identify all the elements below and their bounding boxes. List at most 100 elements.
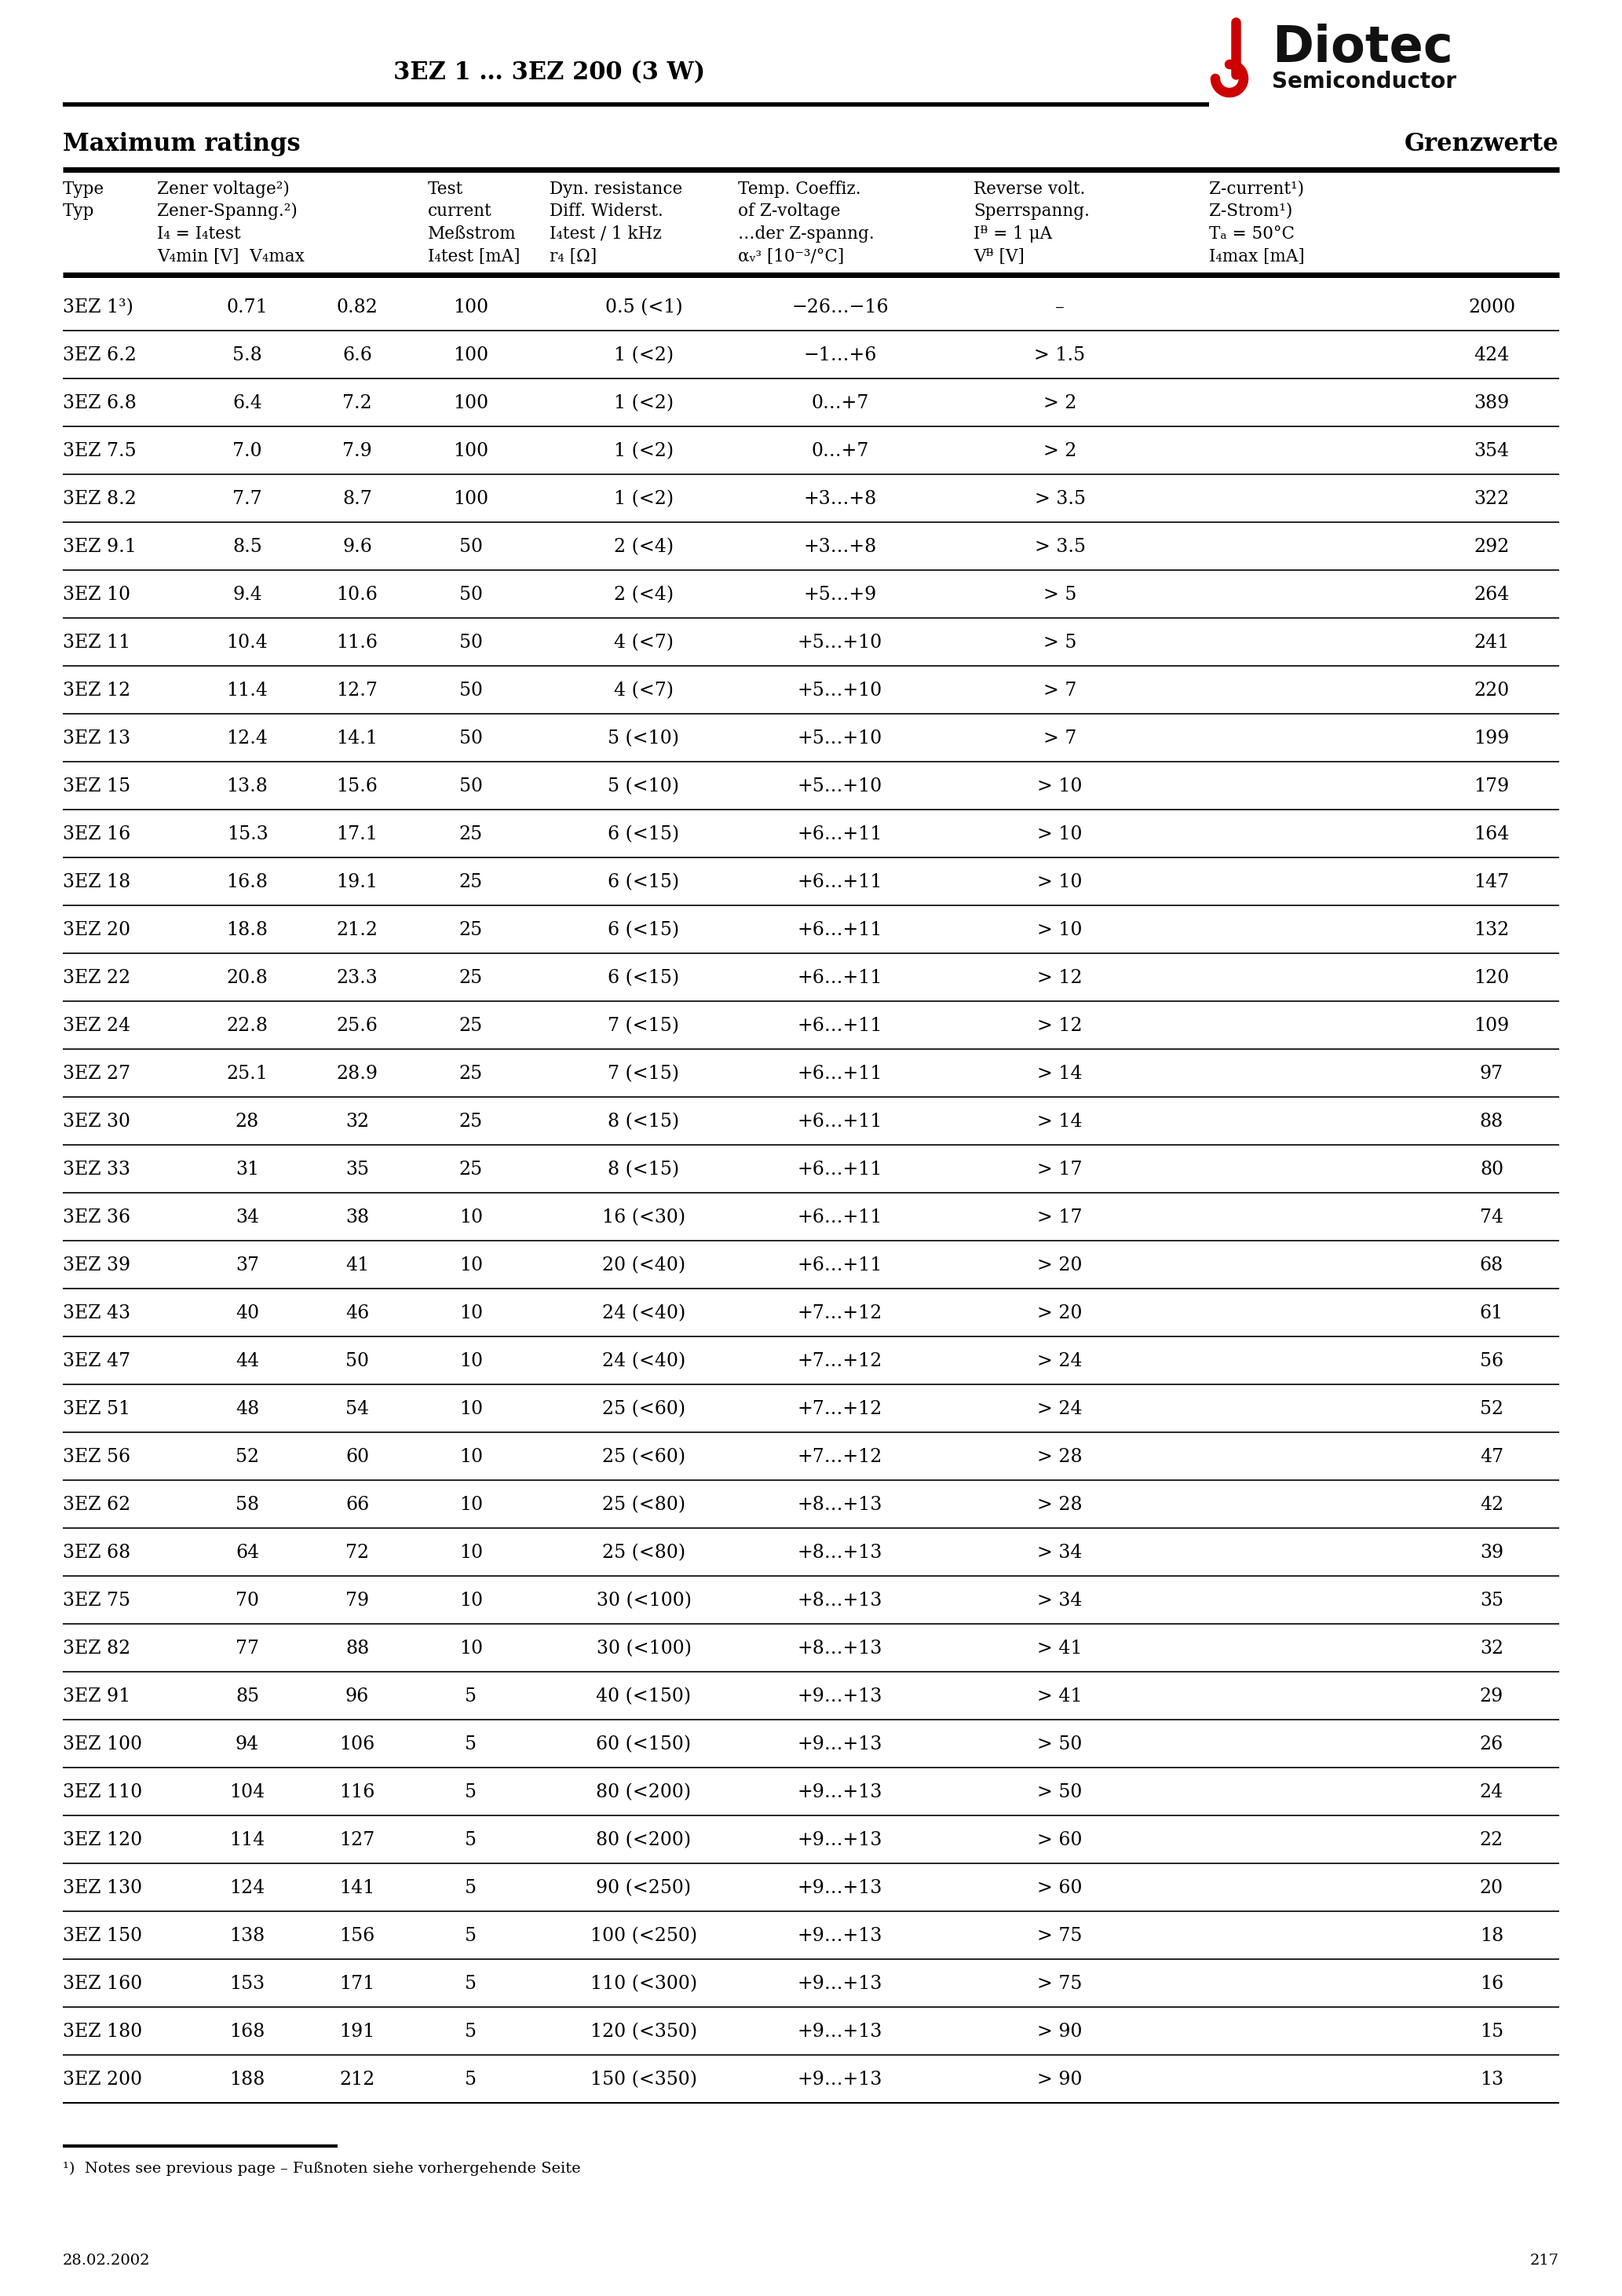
Text: 37: 37 (235, 1256, 260, 1274)
Text: 9.6: 9.6 (342, 537, 371, 556)
Text: 100: 100 (453, 443, 488, 459)
Text: 150 (<350): 150 (<350) (590, 2071, 697, 2089)
Text: 50: 50 (459, 585, 483, 604)
Text: 72: 72 (345, 1543, 370, 1561)
Text: 0.71: 0.71 (227, 298, 268, 317)
Text: 25: 25 (459, 824, 483, 843)
Text: 24 (<40): 24 (<40) (602, 1304, 686, 1322)
Text: 25: 25 (459, 921, 483, 939)
Text: > 17: > 17 (1038, 1159, 1082, 1178)
Text: +7…+12: +7…+12 (798, 1352, 882, 1371)
Text: 22.8: 22.8 (227, 1017, 268, 1035)
Text: > 2: > 2 (1043, 395, 1077, 413)
Text: 50: 50 (459, 634, 483, 652)
Text: 153: 153 (230, 1975, 264, 1993)
Text: 156: 156 (339, 1926, 375, 1945)
Text: Typ: Typ (63, 202, 94, 220)
Text: 3EZ 75: 3EZ 75 (63, 1591, 130, 1609)
Text: 54: 54 (345, 1401, 370, 1419)
Text: Temp. Coeffiz.: Temp. Coeffiz. (738, 181, 861, 197)
Text: 15.6: 15.6 (336, 778, 378, 794)
Text: 424: 424 (1474, 347, 1510, 365)
Text: +9…+13: +9…+13 (798, 1878, 882, 1896)
Text: > 28: > 28 (1036, 1449, 1082, 1467)
Text: 50: 50 (459, 682, 483, 700)
Text: 110 (<300): 110 (<300) (590, 1975, 697, 1993)
Text: 141: 141 (339, 1878, 375, 1896)
Text: 3EZ 1³): 3EZ 1³) (63, 298, 133, 317)
Text: 10: 10 (459, 1304, 483, 1322)
Text: 3EZ 150: 3EZ 150 (63, 1926, 143, 1945)
Text: 80 (<200): 80 (<200) (597, 1784, 691, 1802)
Text: 3EZ 6.8: 3EZ 6.8 (63, 395, 136, 413)
Text: 5: 5 (466, 1736, 477, 1754)
Text: 138: 138 (230, 1926, 264, 1945)
Text: +9…+13: +9…+13 (798, 1926, 882, 1945)
Text: 3EZ 30: 3EZ 30 (63, 1114, 130, 1130)
Text: 3EZ 62: 3EZ 62 (63, 1497, 130, 1513)
Text: 4 (<7): 4 (<7) (615, 682, 673, 700)
Text: 25.6: 25.6 (336, 1017, 378, 1035)
Text: > 20: > 20 (1038, 1304, 1082, 1322)
Text: > 34: > 34 (1038, 1543, 1082, 1561)
Text: 114: 114 (229, 1832, 264, 1848)
Text: 0…+7: 0…+7 (811, 395, 869, 413)
Text: Iᴯ = 1 μA: Iᴯ = 1 μA (973, 225, 1053, 243)
Text: 3EZ 51: 3EZ 51 (63, 1401, 130, 1419)
Text: 11.6: 11.6 (336, 634, 378, 652)
Text: 58: 58 (235, 1497, 260, 1513)
Text: 30 (<100): 30 (<100) (597, 1639, 691, 1658)
Text: 10.4: 10.4 (227, 634, 268, 652)
Text: r₄ [Ω]: r₄ [Ω] (550, 248, 597, 266)
Text: 1 (<2): 1 (<2) (613, 395, 673, 413)
Text: 25: 25 (459, 1159, 483, 1178)
Text: +8…+13: +8…+13 (798, 1639, 882, 1658)
Text: 120 (<350): 120 (<350) (590, 2023, 697, 2041)
Text: > 10: > 10 (1038, 824, 1082, 843)
Text: > 17: > 17 (1038, 1208, 1082, 1226)
Text: 3EZ 27: 3EZ 27 (63, 1065, 130, 1084)
Text: 9.4: 9.4 (232, 585, 263, 604)
Text: 12.4: 12.4 (227, 730, 268, 748)
Text: 3EZ 56: 3EZ 56 (63, 1449, 130, 1467)
Text: 10: 10 (459, 1449, 483, 1467)
Text: +6…+11: +6…+11 (798, 824, 882, 843)
Text: +5…+10: +5…+10 (798, 682, 882, 700)
Text: 3EZ 43: 3EZ 43 (63, 1304, 130, 1322)
Text: > 7: > 7 (1043, 730, 1077, 748)
Text: 7 (<15): 7 (<15) (608, 1017, 680, 1035)
Text: +9…+13: +9…+13 (798, 1784, 882, 1802)
Text: 120: 120 (1474, 969, 1510, 987)
Text: I₄max [mA]: I₄max [mA] (1208, 248, 1304, 266)
Text: 40: 40 (235, 1304, 260, 1322)
Text: 6 (<15): 6 (<15) (608, 872, 680, 891)
Text: 39: 39 (1479, 1543, 1504, 1561)
Text: 220: 220 (1474, 682, 1510, 700)
Text: 0.5 (<1): 0.5 (<1) (605, 298, 683, 317)
Text: 32: 32 (1479, 1639, 1504, 1658)
Text: 8.7: 8.7 (342, 489, 371, 507)
Text: 5: 5 (466, 1926, 477, 1945)
Text: 50: 50 (459, 778, 483, 794)
Text: 3EZ 33: 3EZ 33 (63, 1159, 130, 1178)
Text: 5: 5 (466, 1832, 477, 1848)
Text: 88: 88 (1479, 1114, 1504, 1130)
Text: 3EZ 11: 3EZ 11 (63, 634, 130, 652)
Text: 25.1: 25.1 (227, 1065, 268, 1084)
Text: > 90: > 90 (1038, 2071, 1082, 2089)
Text: Zener voltage²): Zener voltage²) (157, 181, 290, 197)
Text: 7.9: 7.9 (342, 443, 371, 459)
Text: I₄test / 1 kHz: I₄test / 1 kHz (550, 225, 662, 243)
Text: 10: 10 (459, 1639, 483, 1658)
Text: V₄min [V]  V₄max: V₄min [V] V₄max (157, 248, 305, 266)
Text: 132: 132 (1474, 921, 1510, 939)
Text: > 14: > 14 (1036, 1065, 1082, 1084)
Text: Sperrspanng.: Sperrspanng. (973, 202, 1090, 220)
Text: 7.7: 7.7 (232, 489, 263, 507)
Text: 8.5: 8.5 (232, 537, 263, 556)
Text: 31: 31 (235, 1159, 260, 1178)
Text: 97: 97 (1479, 1065, 1504, 1084)
Text: 3EZ 130: 3EZ 130 (63, 1878, 143, 1896)
Text: 46: 46 (345, 1304, 370, 1322)
Text: 6 (<15): 6 (<15) (608, 824, 680, 843)
